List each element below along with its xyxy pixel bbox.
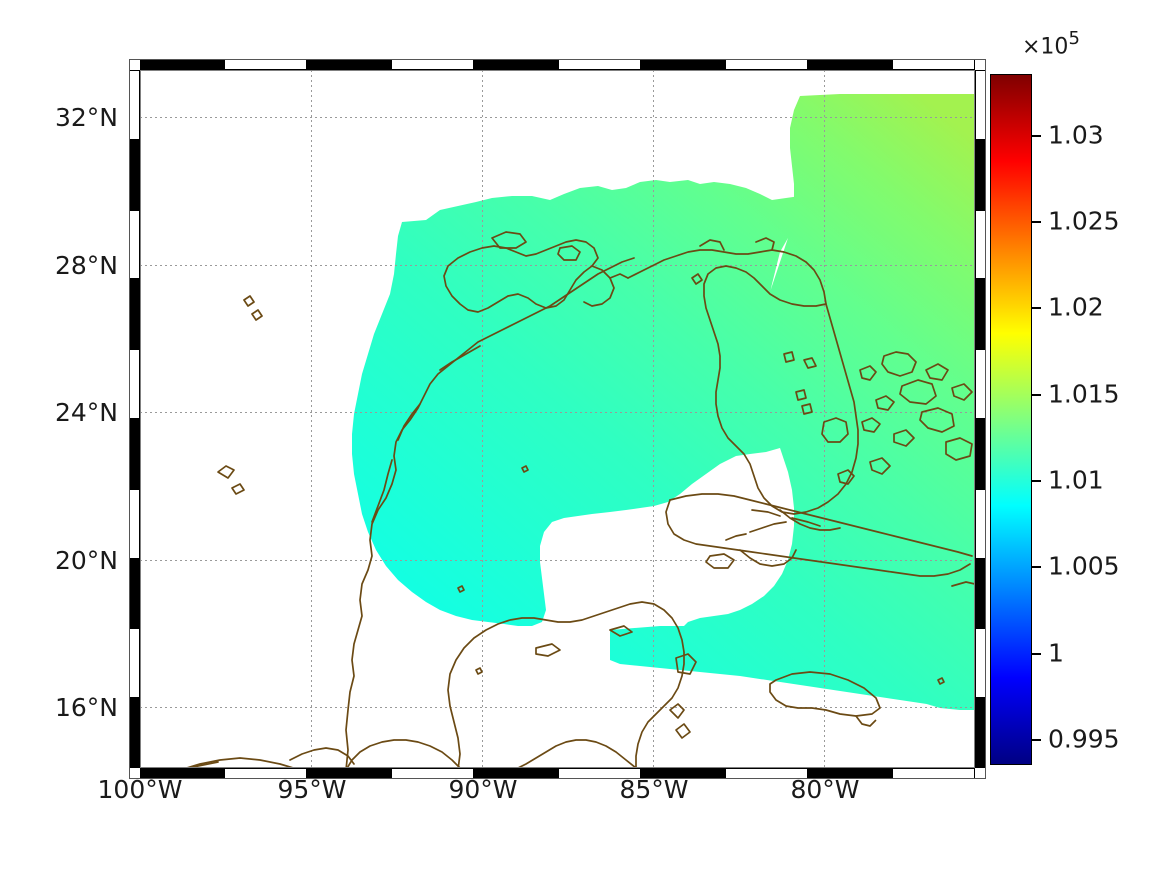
colorbar-tick-2 [1032, 307, 1041, 310]
colorbar-label-6: 1 [1048, 638, 1064, 668]
colorbar-tick-0 [1032, 134, 1041, 137]
xtick-label-80W: 80°W [790, 775, 860, 804]
colorbar-tick-7 [1032, 739, 1041, 742]
ytick-label-32N: 32°N [54, 103, 118, 132]
colorbar-label-1: 1.025 [1048, 206, 1120, 236]
colorbar-tick-6 [1032, 652, 1041, 655]
colorbar-gradient[interactable] [990, 74, 1032, 765]
colorbar-tick-3 [1032, 393, 1041, 396]
ytick-label-16N: 16°N [54, 693, 118, 722]
map-axes[interactable] [129, 59, 986, 779]
colorbar-label-0: 1.03 [1048, 120, 1104, 149]
colorbar-label-5: 1.005 [1048, 551, 1120, 581]
colorbar-label-2: 1.02 [1048, 292, 1104, 322]
caribbean-islands-overlay [535, 625, 945, 727]
colorbar-label-4: 1.01 [1048, 465, 1104, 495]
colorbar-exponent-label: ×105 [1022, 28, 1080, 59]
xtick-label-85W: 85°W [619, 775, 689, 804]
xtick-label-95W: 95°W [277, 775, 347, 804]
map-canvas [140, 70, 975, 768]
ytick-label-24N: 24°N [54, 398, 118, 427]
colorbar-label-3: 1.015 [1048, 379, 1120, 409]
ytick-label-28N: 28°N [54, 251, 118, 280]
colorbar-exponent-power: 5 [1068, 28, 1080, 49]
colorbar-tick-4 [1032, 480, 1041, 482]
xtick-label-100W: 100°W [97, 775, 183, 804]
colorbar-tick-5 [1032, 566, 1041, 569]
colorbar[interactable]: 1.03 1.025 1.02 1.015 1.01 1.005 1 0.995 [990, 74, 1120, 765]
map-frame-top [140, 59, 975, 70]
colorbar-label-7: 0.995 [1048, 724, 1120, 754]
map-frame-right [975, 70, 986, 768]
map-frame-left [129, 70, 140, 768]
xtick-label-90W: 90°W [448, 775, 518, 804]
colorbar-exponent-prefix: ×10 [1022, 34, 1069, 60]
colorbar-tick-1 [1032, 220, 1041, 223]
ytick-label-20N: 20°N [54, 546, 118, 575]
map-plot-area[interactable] [140, 70, 975, 768]
coastlines [183, 231, 975, 768]
